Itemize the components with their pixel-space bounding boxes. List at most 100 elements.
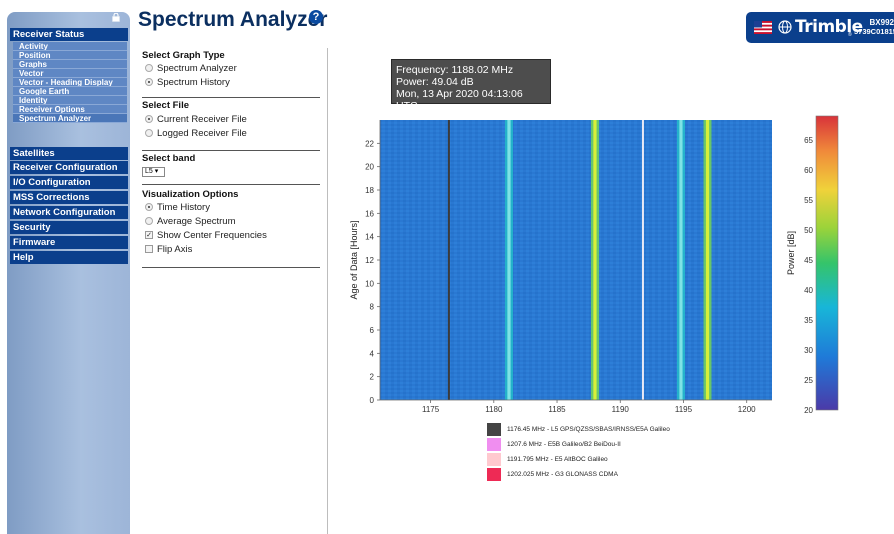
- sidebar-item-help[interactable]: Help: [10, 251, 128, 264]
- flip-axis-checkbox[interactable]: Flip Axis: [145, 243, 192, 255]
- sidebar-subitem-graphs[interactable]: Graphs: [13, 60, 127, 69]
- hover-tooltip: Frequency: 1188.02 MHz Power: 49.04 dB M…: [391, 59, 551, 112]
- sidebar-item-receiver-status[interactable]: Receiver Status: [10, 28, 128, 41]
- page-title-wrap: Spectrum Analyzer: [138, 8, 327, 32]
- radio-selected-icon[interactable]: [145, 78, 153, 86]
- radio-selected-icon[interactable]: [145, 115, 153, 123]
- radio-icon[interactable]: [145, 129, 153, 137]
- sidebar-item-firmware[interactable]: Firmware: [10, 236, 128, 249]
- x-tick-label: 1185: [548, 405, 566, 414]
- option-label: Logged Receiver File: [157, 127, 247, 139]
- divider: [142, 184, 320, 185]
- colorbar-tick-label: 35: [804, 316, 813, 325]
- us-flag-icon: [754, 21, 772, 34]
- graph-type-spectrum-analyzer[interactable]: Spectrum Analyzer: [145, 62, 237, 74]
- legend-swatch: [487, 437, 501, 451]
- signal-band-core: [593, 120, 597, 400]
- signal-band-core: [507, 120, 511, 400]
- tooltip-time: Mon, 13 Apr 2020 04:13:06 UTC: [396, 88, 523, 112]
- sidebar-subitem-vector[interactable]: Vector: [13, 69, 127, 78]
- colorbar-tick-label: 30: [804, 346, 813, 355]
- brand-registered-mark: ®: [848, 32, 852, 38]
- sidebar-subitem-vector-heading-display[interactable]: Vector - Heading Display: [13, 78, 127, 87]
- y-tick-label: 14: [365, 233, 374, 242]
- y-tick-label: 12: [365, 256, 374, 265]
- receiver-model: BX992: [869, 18, 894, 27]
- x-tick-label: 1190: [612, 405, 630, 414]
- sidebar-subitem-position[interactable]: Position: [13, 51, 127, 60]
- vis-time-history[interactable]: Time History: [145, 201, 210, 213]
- colorbar-label: Power [dB]: [786, 231, 796, 275]
- checkbox-checked-icon[interactable]: ✓: [145, 231, 153, 239]
- sidebar-item-satellites[interactable]: Satellites: [10, 147, 128, 160]
- option-label: Show Center Frequencies: [157, 229, 267, 241]
- checkbox-icon[interactable]: [145, 245, 153, 253]
- brand-name: Trimble: [795, 17, 863, 37]
- panel-divider: [327, 48, 328, 534]
- y-axis-label: Age of Data [Hours]: [349, 220, 359, 299]
- sidebar-subitem-google-earth[interactable]: Google Earth: [13, 87, 127, 96]
- y-tick-label: 16: [365, 209, 374, 218]
- legend-item: 1176.45 MHz - L5 GPS/QZSS/SBAS/IRNSS/E5A…: [487, 422, 670, 436]
- legend-item: 1191.795 MHz - E5 AltBOC Galileo: [487, 452, 608, 466]
- colorbar: [815, 115, 839, 411]
- y-tick-label: 2: [370, 373, 375, 382]
- signal-band-core: [705, 120, 710, 400]
- sidebar-subitem-identity[interactable]: Identity: [13, 96, 127, 105]
- y-tick-label: 8: [370, 303, 375, 312]
- legend-swatch: [487, 452, 501, 466]
- band-select[interactable]: L5 ▾: [142, 167, 165, 177]
- option-label: Current Receiver File: [157, 113, 247, 125]
- colorbar-tick-label: 45: [804, 256, 813, 265]
- sidebar-item-security[interactable]: Security: [10, 221, 128, 234]
- band-title: Select band: [142, 153, 196, 164]
- sidebar-subitem-spectrum-analyzer[interactable]: Spectrum Analyzer: [13, 114, 127, 123]
- radio-icon[interactable]: [145, 217, 153, 225]
- legend-label: 1202.025 MHz - G3 GLONASS CDMA: [507, 470, 618, 478]
- radio-selected-icon[interactable]: [145, 203, 153, 211]
- colorbar-tick-label: 50: [804, 226, 813, 235]
- radio-icon[interactable]: [145, 64, 153, 72]
- divider: [142, 267, 320, 268]
- file-title: Select File: [142, 100, 189, 111]
- y-tick-label: 0: [370, 396, 375, 405]
- option-label: Time History: [157, 201, 210, 213]
- x-tick-label: 1175: [422, 405, 440, 414]
- x-tick-label: 1195: [675, 405, 693, 414]
- colorbar-tick-label: 55: [804, 196, 813, 205]
- y-tick-label: 4: [370, 349, 375, 358]
- sidebar-item-io-configuration[interactable]: I/O Configuration: [10, 176, 128, 189]
- y-tick-label: 20: [365, 163, 374, 172]
- tooltip-power: Power: 49.04 dB: [396, 76, 474, 88]
- x-axis-label: Frequency [MHz]: [542, 414, 611, 415]
- option-label: Average Spectrum: [157, 215, 236, 227]
- colorbar-tick-label: 25: [804, 376, 813, 385]
- heatmap-background: [380, 120, 772, 400]
- graph-type-title: Select Graph Type: [142, 50, 225, 61]
- tooltip-frequency: Frequency: 1188.02 MHz: [396, 64, 514, 76]
- graph-type-spectrum-history[interactable]: Spectrum History: [145, 76, 230, 88]
- spectrum-history-chart[interactable]: 1175 1180 1185 1190 1195 1200 0 2 4 6 8 10 12 14 16 18 2…: [340, 110, 870, 415]
- colorbar-tick-label: 65: [804, 136, 813, 145]
- colorbar-tick-label: 20: [804, 406, 813, 415]
- x-tick-label: 1200: [738, 405, 756, 414]
- divider: [142, 97, 320, 98]
- colorbar-tick-label: 60: [804, 166, 813, 175]
- legend-swatch: [487, 467, 501, 481]
- sidebar-item-network-configuration[interactable]: Network Configuration: [10, 206, 128, 219]
- y-tick-label: 6: [370, 326, 375, 335]
- show-center-frequencies-checkbox[interactable]: ✓ Show Center Frequencies: [145, 229, 267, 241]
- vis-average-spectrum[interactable]: Average Spectrum: [145, 215, 236, 227]
- sidebar-subitem-receiver-options[interactable]: Receiver Options: [13, 105, 127, 114]
- help-icon[interactable]: ?: [309, 10, 323, 24]
- sidebar-item-receiver-configuration[interactable]: Receiver Configuration: [10, 161, 128, 174]
- band-value: L5: [145, 168, 153, 175]
- brand-banner: Trimble ® BX992 5739C01815: [746, 12, 894, 43]
- y-tick-label: 22: [365, 139, 374, 148]
- file-current-receiver[interactable]: Current Receiver File: [145, 113, 247, 125]
- divider: [142, 150, 320, 151]
- sidebar-item-mss-corrections[interactable]: MSS Corrections: [10, 191, 128, 204]
- sidebar-subitem-activity[interactable]: Activity: [13, 42, 127, 51]
- lock-icon: [112, 13, 120, 22]
- file-logged-receiver[interactable]: Logged Receiver File: [145, 127, 247, 139]
